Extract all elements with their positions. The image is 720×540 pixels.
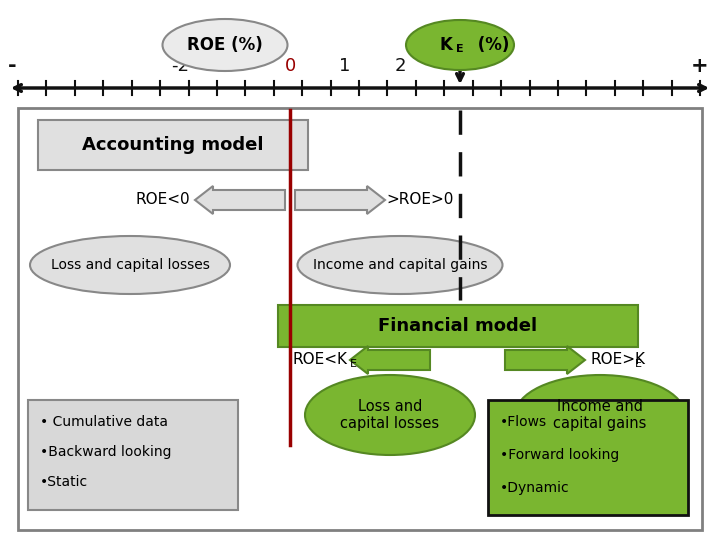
- Text: Loss and
capital losses: Loss and capital losses: [341, 399, 440, 431]
- Ellipse shape: [30, 236, 230, 294]
- Bar: [278, 305, 638, 347]
- Text: >ROE>0: >ROE>0: [386, 192, 454, 207]
- Text: Financial model: Financial model: [379, 317, 538, 335]
- Ellipse shape: [406, 20, 514, 70]
- Text: +: +: [691, 56, 708, 76]
- Ellipse shape: [297, 236, 503, 294]
- Text: •Flows: •Flows: [500, 415, 547, 429]
- FancyArrow shape: [195, 186, 285, 214]
- Text: E: E: [635, 359, 642, 369]
- Text: K: K: [439, 36, 452, 54]
- Text: ROE (%): ROE (%): [187, 36, 263, 54]
- Text: 1: 1: [339, 57, 351, 75]
- Bar: [38, 120, 308, 170]
- Text: Income and
capital gains: Income and capital gains: [553, 399, 647, 431]
- Text: Income and capital gains: Income and capital gains: [312, 258, 487, 272]
- Bar: [488, 400, 688, 515]
- Text: 2: 2: [395, 57, 406, 75]
- Ellipse shape: [515, 375, 685, 455]
- Ellipse shape: [305, 375, 475, 455]
- Text: Accounting model: Accounting model: [82, 136, 264, 154]
- Text: •Static: •Static: [40, 475, 88, 489]
- Text: •Backward looking: •Backward looking: [40, 445, 171, 459]
- Text: 0: 0: [284, 57, 296, 75]
- FancyArrow shape: [505, 346, 585, 374]
- Text: E: E: [456, 44, 464, 54]
- Text: -2: -2: [171, 57, 189, 75]
- Bar: [18, 108, 702, 530]
- Text: -: -: [8, 56, 17, 76]
- Text: ROE<0: ROE<0: [135, 192, 190, 207]
- Text: -1: -1: [226, 57, 244, 75]
- Ellipse shape: [163, 19, 287, 71]
- FancyArrow shape: [295, 186, 385, 214]
- Text: •Dynamic: •Dynamic: [500, 481, 570, 495]
- Text: E: E: [350, 359, 357, 369]
- Text: ROE<K: ROE<K: [293, 353, 348, 368]
- Text: (%): (%): [472, 36, 509, 54]
- Text: •Forward looking: •Forward looking: [500, 448, 619, 462]
- Text: • Cumulative data: • Cumulative data: [40, 415, 168, 429]
- FancyArrow shape: [350, 346, 430, 374]
- Text: ROE>K: ROE>K: [590, 353, 645, 368]
- Bar: [28, 400, 238, 510]
- Text: Loss and capital losses: Loss and capital losses: [50, 258, 210, 272]
